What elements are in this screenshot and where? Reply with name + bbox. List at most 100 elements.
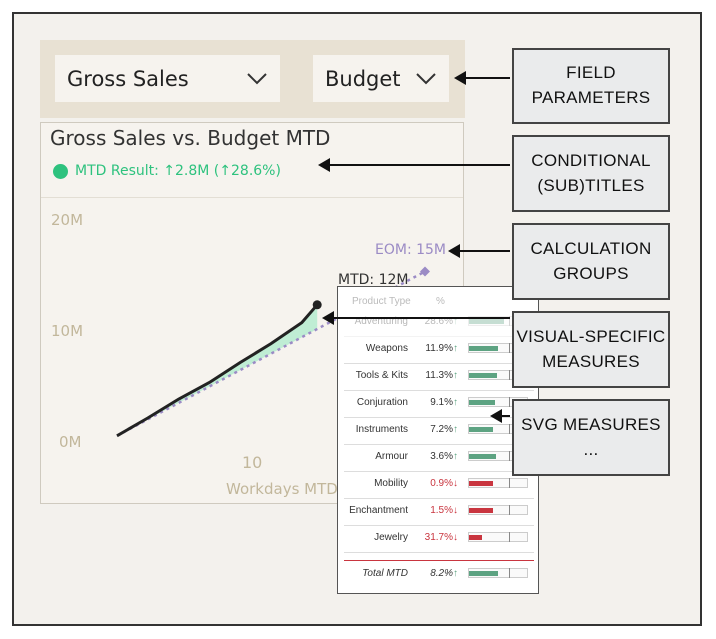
variance-bar bbox=[468, 478, 528, 488]
pct-value: 11.9% bbox=[425, 343, 453, 354]
arrow-left-icon bbox=[322, 311, 510, 325]
product-name: Jewelry bbox=[374, 532, 408, 543]
trend-arrow-icon: ↑ bbox=[453, 568, 458, 579]
pct-value: 7.2% bbox=[430, 424, 453, 435]
total-row: Total MTD 8.2%↑ bbox=[344, 561, 534, 588]
product-pct: 11.9%↑ bbox=[412, 343, 458, 354]
mtd-label: MTD: 12M bbox=[338, 272, 409, 288]
target-tick bbox=[509, 478, 510, 488]
popup-header-product: Product Type bbox=[352, 296, 411, 307]
popup-row: Enchantment 1.5%↓ bbox=[344, 498, 534, 526]
trend-arrow-icon: ↓ bbox=[453, 532, 458, 543]
callout-line: ... bbox=[583, 439, 599, 459]
product-name: Enchantment bbox=[349, 505, 408, 516]
target-tick bbox=[509, 424, 510, 434]
product-name: Armour bbox=[375, 451, 408, 462]
callout-line: GROUPS bbox=[553, 263, 629, 283]
callout-line: CALCULATION bbox=[530, 238, 652, 258]
variance-bar-fill bbox=[469, 400, 495, 405]
trend-arrow-icon: ↓ bbox=[453, 478, 458, 489]
product-pct: 28.6%↑ bbox=[412, 316, 458, 327]
callout-line: (SUB)TITLES bbox=[537, 175, 645, 195]
target-tick bbox=[509, 451, 510, 461]
y-tick-label: 10M bbox=[51, 322, 84, 340]
product-name: Weapons bbox=[365, 343, 408, 354]
product-name: Conjuration bbox=[356, 397, 408, 408]
callout-conditional-titles: CONDITIONAL (SUB)TITLES bbox=[512, 135, 670, 212]
callout-field-parameters: FIELD PARAMETERS bbox=[512, 48, 670, 124]
pct-value: 0.9% bbox=[430, 478, 453, 489]
variance-bar-fill bbox=[469, 535, 482, 540]
product-pct: 11.3%↑ bbox=[412, 370, 458, 381]
callout-line: PARAMETERS bbox=[531, 88, 651, 107]
variance-area bbox=[117, 304, 318, 436]
target-tick bbox=[509, 370, 510, 380]
product-name: Instruments bbox=[355, 424, 408, 435]
total-divider bbox=[344, 560, 534, 561]
callout-line: SVG MEASURES bbox=[521, 414, 661, 434]
product-name: Mobility bbox=[374, 478, 408, 489]
trend-arrow-icon: ↓ bbox=[453, 505, 458, 516]
variance-bar bbox=[468, 505, 528, 515]
callout-line: VISUAL-SPECIFIC bbox=[516, 326, 666, 346]
y-tick-label: 0M bbox=[59, 433, 82, 451]
variance-bar-fill bbox=[469, 508, 494, 513]
product-pct: 9.1%↑ bbox=[412, 397, 458, 408]
target-tick bbox=[509, 397, 510, 407]
actual-line bbox=[116, 303, 319, 438]
target-tick bbox=[509, 316, 510, 326]
pct-value: 9.1% bbox=[430, 397, 453, 408]
title-divider bbox=[41, 197, 463, 198]
pct-value: 11.3% bbox=[425, 370, 453, 381]
target-tick bbox=[509, 505, 510, 515]
popup-row: Armour 3.6%↑ bbox=[344, 444, 534, 472]
arrow-left-icon bbox=[490, 409, 510, 423]
comparison-dropdown[interactable]: Budget bbox=[313, 55, 449, 102]
variance-bar-fill bbox=[469, 454, 496, 459]
variance-bar-fill bbox=[469, 481, 494, 486]
callout-calculation-groups: CALCULATION GROUPS bbox=[512, 223, 670, 300]
chevron-down-icon bbox=[247, 73, 267, 85]
product-pct: 3.6%↑ bbox=[412, 451, 458, 462]
budget-line bbox=[116, 270, 426, 437]
variance-bar-fill bbox=[469, 427, 494, 432]
eom-marker bbox=[420, 266, 430, 277]
arrow-left-icon bbox=[448, 244, 510, 258]
variance-bar bbox=[468, 532, 528, 542]
arrow-left-icon bbox=[318, 158, 510, 172]
eom-label: EOM: 15M bbox=[375, 242, 447, 258]
status-dot-icon bbox=[53, 163, 68, 179]
trend-arrow-icon: ↑ bbox=[453, 316, 458, 327]
popup-row: Conjuration 9.1%↑ bbox=[344, 390, 534, 418]
product-pct: 31.7%↓ bbox=[412, 532, 458, 543]
arrow-left-icon bbox=[454, 71, 510, 85]
callout-svg-measures: SVG MEASURES ... bbox=[512, 399, 670, 476]
product-name: Tools & Kits bbox=[355, 370, 408, 381]
popup-row: Jewelry 31.7%↓ bbox=[344, 525, 534, 553]
trend-arrow-icon: ↑ bbox=[453, 343, 458, 354]
popup-row: Tools & Kits 11.3%↑ bbox=[344, 363, 534, 391]
chevron-down-icon bbox=[416, 73, 436, 85]
callout-line: CONDITIONAL bbox=[531, 150, 651, 170]
trend-arrow-icon: ↑ bbox=[453, 397, 458, 408]
popup-row: Adventuring 28.6%↑ bbox=[344, 309, 534, 337]
mtd-point bbox=[312, 300, 322, 310]
target-tick bbox=[509, 343, 510, 353]
product-name: Total MTD bbox=[362, 568, 408, 579]
target-tick bbox=[509, 568, 510, 578]
x-tick-label: 10 bbox=[242, 453, 263, 472]
callout-line: FIELD bbox=[566, 63, 616, 83]
conditional-subtitle: MTD Result: ↑2.8M (↑28.6%) bbox=[53, 163, 281, 179]
variance-bar-fill bbox=[469, 319, 504, 324]
variance-bar-fill bbox=[469, 346, 498, 351]
callout-visual-specific-measures: VISUAL-SPECIFIC MEASURES bbox=[512, 311, 670, 388]
product-pct: 0.9%↓ bbox=[412, 478, 458, 489]
measure-dropdown-value: Gross Sales bbox=[67, 66, 189, 91]
pct-value: 31.7% bbox=[424, 532, 453, 543]
variance-bar bbox=[468, 568, 528, 578]
target-tick bbox=[509, 532, 510, 542]
measure-dropdown[interactable]: Gross Sales bbox=[55, 55, 280, 102]
trend-arrow-icon: ↑ bbox=[453, 424, 458, 435]
comparison-dropdown-value: Budget bbox=[325, 66, 401, 91]
